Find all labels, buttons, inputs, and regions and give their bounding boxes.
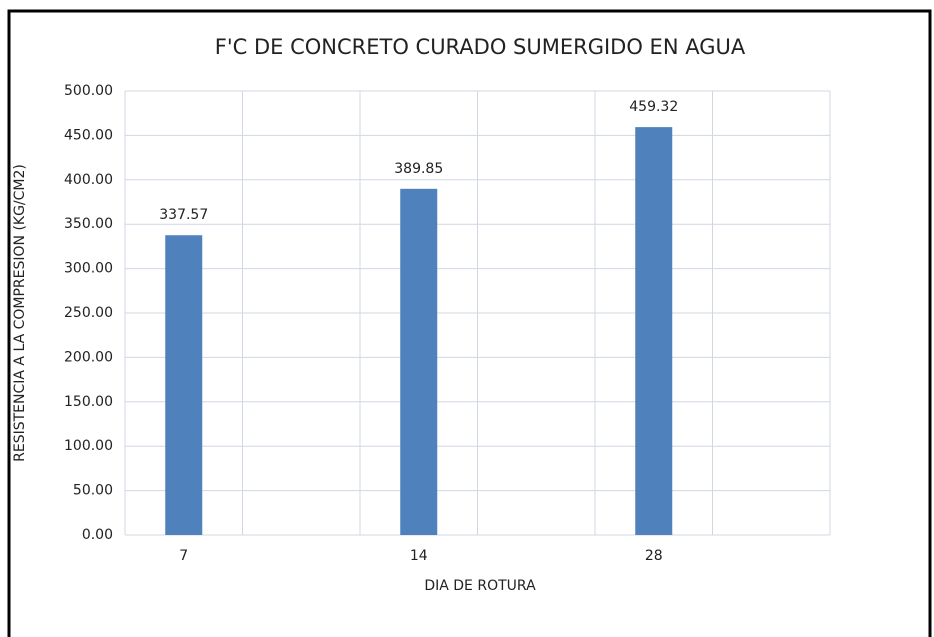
bar <box>635 127 673 535</box>
chart-frame <box>7 9 932 637</box>
y-tick-label: 100.00 <box>64 438 113 454</box>
y-tick-label: 400.00 <box>64 172 113 188</box>
y-tick-label: 50.00 <box>73 483 113 499</box>
y-tick-label: 150.00 <box>64 394 113 410</box>
data-label: 337.57 <box>159 207 208 223</box>
y-axis-label: RESISTENCIA A LA COMPRESION (KG/CM2) <box>12 164 28 462</box>
data-label: 389.85 <box>394 161 443 177</box>
x-tick-label: 14 <box>410 548 428 564</box>
bar <box>400 188 438 535</box>
x-tick-label: 7 <box>179 548 188 564</box>
y-tick-label: 350.00 <box>64 216 113 232</box>
y-tick-label: 200.00 <box>64 349 113 365</box>
y-tick-label: 450.00 <box>64 127 113 143</box>
x-axis-label: DIA DE ROTURA <box>424 578 536 594</box>
bar <box>165 235 203 535</box>
y-tick-label: 300.00 <box>64 261 113 277</box>
y-tick-label: 500.00 <box>64 83 113 99</box>
data-label: 459.32 <box>629 99 678 115</box>
y-tick-label: 250.00 <box>64 305 113 321</box>
y-tick-label: 0.00 <box>82 527 113 543</box>
x-tick-label: 28 <box>645 548 663 564</box>
chart-title: F'C DE CONCRETO CURADO SUMERGIDO EN AGUA <box>215 35 746 59</box>
